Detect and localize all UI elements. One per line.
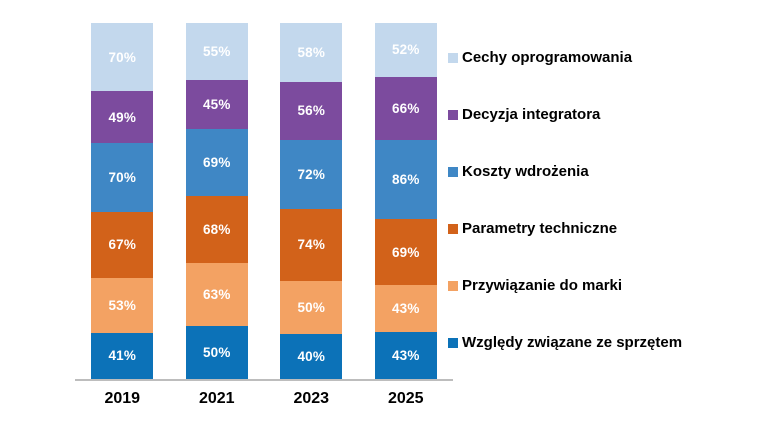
bar-segment: 72% — [280, 139, 343, 210]
legend-swatch-icon — [448, 337, 458, 348]
segment-value-label: 49% — [108, 109, 137, 125]
legend-swatch-icon — [448, 223, 458, 234]
stacked-bar-2021: 55% 45% 69% 68% 63% 50% — [185, 23, 248, 379]
bar-segment: 53% — [91, 277, 154, 333]
legend-swatch-icon — [448, 166, 458, 177]
bar-segment: 49% — [91, 91, 154, 144]
x-axis-tick-label: 2025 — [387, 390, 424, 407]
bar-segment: 43% — [374, 285, 437, 333]
legend-item: Koszty wdrożenia — [448, 163, 682, 180]
segment-value-label: 74% — [297, 237, 326, 253]
segment-value-label: 45% — [202, 96, 231, 112]
bar-segment: 56% — [280, 82, 343, 140]
segment-value-label: 50% — [297, 299, 326, 315]
segment-value-label: 72% — [297, 167, 326, 182]
bar-segment: 74% — [280, 209, 343, 281]
legend-item: Względy związane ze sprzętem — [448, 334, 682, 351]
legend: Cechy oprogramowania Decyzja integratora K… — [448, 49, 682, 351]
x-axis-tick-label: 2021 — [198, 390, 235, 407]
segment-value-label: 43% — [391, 348, 420, 364]
segment-value-label: 86% — [391, 172, 420, 188]
legend-label: Względy związane ze sprzętem — [462, 334, 683, 351]
stacked-bar-2019: 70% 49% 70% 67% 53% 41% — [91, 23, 154, 379]
segment-value-label: 50% — [202, 345, 231, 360]
legend-swatch-icon — [448, 109, 458, 120]
segment-value-label: 68% — [202, 222, 231, 238]
bar-segment: 67% — [91, 211, 154, 278]
bar-segment: 69% — [185, 129, 248, 197]
bar-segment: 63% — [185, 263, 248, 326]
legend-label: Decyzja integratora — [462, 106, 601, 123]
legend-item: Decyzja integratora — [448, 106, 682, 123]
bars-area: 70% 49% 70% 67% 53% 41% 55% 45% 69% 68% 63% 50% 58% 5… — [75, 23, 453, 379]
legend-label: Cechy oprogramowania — [462, 49, 633, 66]
bar-segment: 52% — [374, 23, 437, 77]
bar-segment: 68% — [185, 196, 248, 264]
bar-segment: 41% — [91, 332, 154, 379]
bar-group-2021: 55% 45% 69% 68% 63% 50% — [170, 23, 265, 379]
segment-value-label: 69% — [202, 155, 231, 171]
segment-value-label: 55% — [202, 43, 231, 59]
bar-group-2023: 58% 56% 72% 74% 50% 40% — [264, 23, 359, 379]
bar-segment: 66% — [374, 76, 437, 141]
segment-value-label: 41% — [108, 348, 137, 364]
segment-value-label: 70% — [108, 170, 137, 186]
bar-segment: 70% — [91, 143, 154, 212]
segment-value-label: 40% — [297, 348, 326, 364]
bar-segment: 40% — [280, 333, 343, 379]
x-axis-labels: 2019 2021 2023 2025 — [75, 390, 453, 408]
legend-label: Koszty wdrożenia — [462, 163, 589, 180]
bar-segment: 55% — [185, 23, 248, 80]
bar-segment: 70% — [91, 23, 154, 92]
bar-segment: 69% — [374, 219, 437, 286]
segment-value-label: 67% — [108, 237, 137, 253]
bar-segment: 45% — [185, 79, 248, 129]
legend-label: Przywiązanie do marki — [462, 277, 623, 294]
x-axis-tick-label: 2023 — [293, 390, 330, 407]
legend-swatch-icon — [448, 52, 458, 63]
x-axis-tick-label: 2019 — [104, 390, 141, 407]
bar-group-2025: 52% 66% 86% 69% 43% 43% — [359, 23, 454, 379]
x-axis-line — [75, 379, 453, 381]
bar-segment: 86% — [374, 140, 437, 220]
segment-value-label: 56% — [297, 103, 326, 119]
bar-segment: 58% — [280, 23, 343, 83]
segment-value-label: 63% — [202, 287, 231, 303]
segment-value-label: 53% — [108, 297, 137, 313]
bar-segment: 43% — [374, 332, 437, 379]
legend-item: Parametry techniczne — [448, 220, 682, 237]
stacked-bar-2023: 58% 56% 72% 74% 50% 40% — [280, 23, 343, 379]
legend-swatch-icon — [448, 280, 458, 291]
bar-group-2019: 70% 49% 70% 67% 53% 41% — [75, 23, 170, 379]
plot-area: 70% 49% 70% 67% 53% 41% 55% 45% 69% 68% 63% 50% 58% 5… — [75, 23, 453, 408]
legend-label: Parametry techniczne — [462, 220, 618, 237]
bar-segment: 50% — [280, 280, 343, 334]
legend-item: Cechy oprogramowania — [448, 49, 682, 66]
legend-item: Przywiązanie do marki — [448, 277, 682, 294]
segment-value-label: 66% — [391, 100, 420, 116]
bar-segment: 50% — [185, 326, 248, 379]
segment-value-label: 43% — [391, 301, 420, 317]
stacked-bar-2025: 52% 66% 86% 69% 43% 43% — [374, 23, 437, 379]
segment-value-label: 69% — [391, 244, 420, 260]
segment-value-label: 70% — [108, 49, 137, 65]
segment-value-label: 58% — [297, 45, 326, 61]
segment-value-label: 52% — [391, 42, 420, 58]
